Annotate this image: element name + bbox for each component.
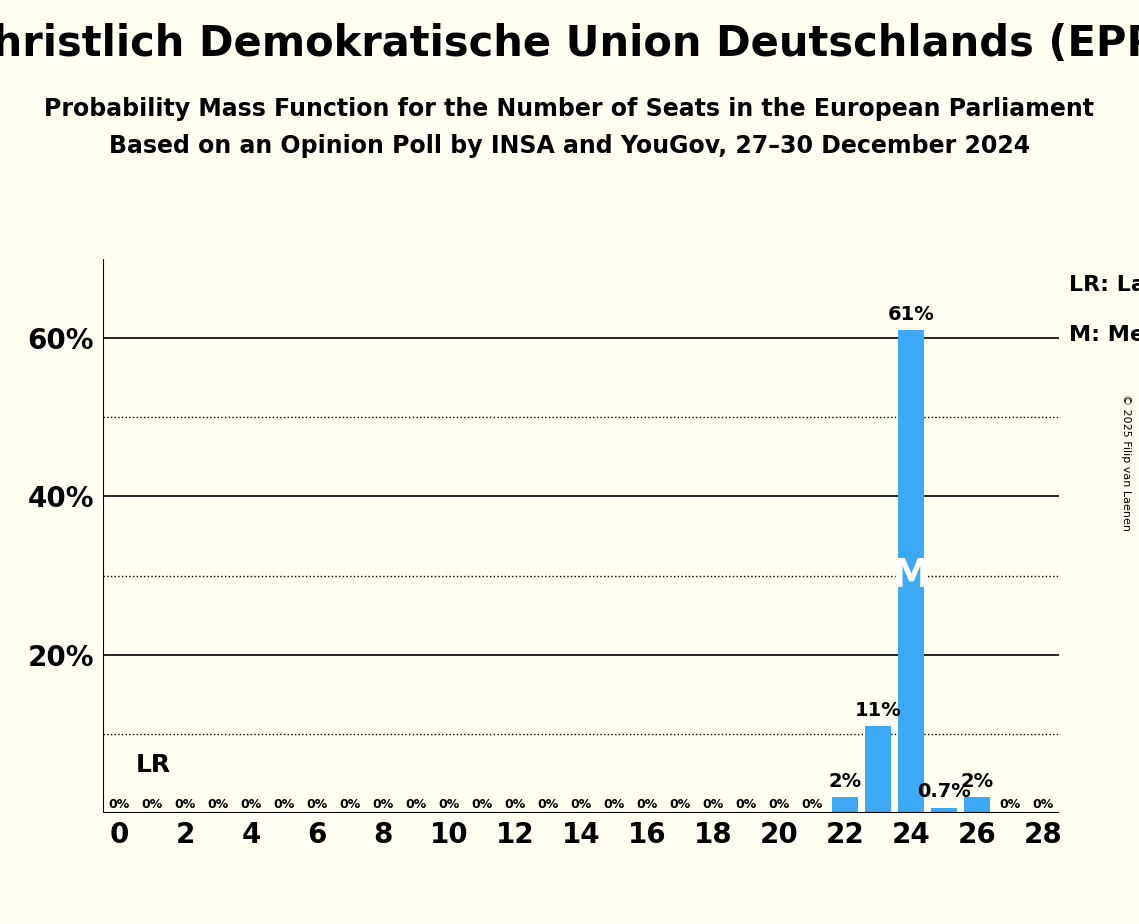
Text: 0%: 0% [339,797,361,810]
Bar [865,726,891,813]
Text: 0%: 0% [637,797,657,810]
Text: 0%: 0% [801,797,822,810]
Text: 0%: 0% [768,797,789,810]
Text: 0%: 0% [703,797,723,810]
Text: 0%: 0% [405,797,427,810]
Text: 0%: 0% [372,797,394,810]
Text: 0.7%: 0.7% [917,783,970,801]
Text: 0%: 0% [306,797,328,810]
Text: Christlich Demokratische Union Deutschlands (EPP): Christlich Demokratische Union Deutschla… [0,23,1139,65]
Text: 61%: 61% [887,305,934,323]
Text: 11%: 11% [854,700,901,720]
Text: 0%: 0% [141,797,163,810]
Text: 0%: 0% [174,797,196,810]
Text: 0%: 0% [604,797,624,810]
Text: 0%: 0% [1032,797,1054,810]
Text: 0%: 0% [571,797,591,810]
Text: Probability Mass Function for the Number of Seats in the European Parliament: Probability Mass Function for the Number… [44,97,1095,121]
Text: 0%: 0% [240,797,262,810]
Text: 0%: 0% [670,797,690,810]
Text: 2%: 2% [828,772,861,791]
Text: © 2025 Filip van Laenen: © 2025 Filip van Laenen [1121,394,1131,530]
Text: Based on an Opinion Poll by INSA and YouGov, 27–30 December 2024: Based on an Opinion Poll by INSA and You… [109,134,1030,158]
Text: 0%: 0% [273,797,295,810]
Text: 0%: 0% [472,797,492,810]
Text: 0%: 0% [207,797,229,810]
Bar [964,797,990,813]
Text: M: M [892,556,931,594]
Text: 0%: 0% [735,797,756,810]
Text: 0%: 0% [999,797,1021,810]
Text: 2%: 2% [960,772,993,791]
Text: LR: Last Result: LR: Last Result [1068,275,1139,296]
Text: 0%: 0% [108,797,130,810]
Bar [831,797,858,813]
Text: 0%: 0% [439,797,459,810]
Bar [931,808,957,813]
Text: LR: LR [136,753,171,777]
Bar [898,330,924,813]
Text: 0%: 0% [538,797,558,810]
Text: M: Median: M: Median [1068,325,1139,346]
Text: 0%: 0% [505,797,525,810]
